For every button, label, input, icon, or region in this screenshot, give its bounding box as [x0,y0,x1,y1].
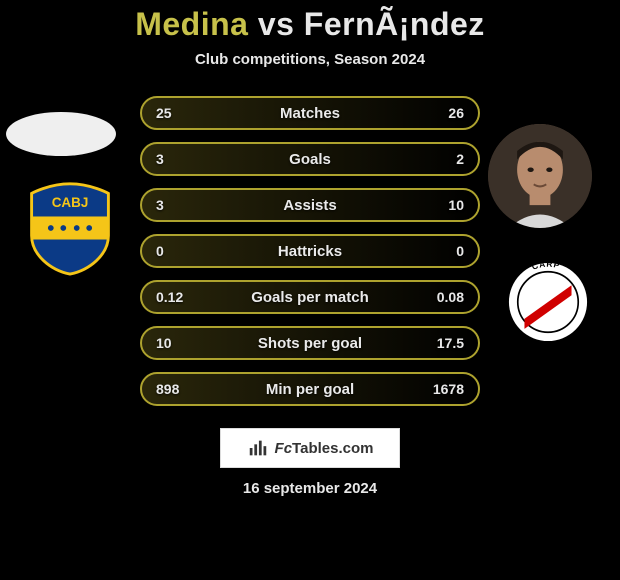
footer-date: 16 september 2024 [243,480,377,497]
stat-left: 10 [156,335,196,351]
stat-row-assists: 3 Assists 10 [140,188,480,222]
stat-row-goals: 3 Goals 2 [140,142,480,176]
player2-name: FernÃ¡ndez [304,6,485,42]
vs-label: vs [258,6,295,42]
stat-left: 25 [156,105,196,121]
stat-right: 0 [424,243,464,259]
stat-right: 10 [424,197,464,213]
comparison-card: Medina vs FernÃ¡ndez Club competitions, … [0,0,620,580]
stat-right: 26 [424,105,464,121]
player1-avatar [6,112,116,156]
club-badge-right: CARP [506,260,590,344]
stat-row-hattricks: 0 Hattricks 0 [140,234,480,268]
brand-prefix: Fc [275,440,293,457]
player1-name: Medina [135,6,248,42]
stat-left: 898 [156,381,196,397]
stat-right: 1678 [424,381,464,397]
stat-left: 0.12 [156,289,196,305]
brand-suffix: Tables.com [292,440,373,457]
stat-right: 2 [424,151,464,167]
stats-list: 25 Matches 26 3 Goals 2 3 Assists 10 0 H… [140,96,480,406]
source-badge: FcTables.com [220,428,400,468]
page-title: Medina vs FernÃ¡ndez [135,6,485,43]
stat-row-matches: 25 Matches 26 [140,96,480,130]
stat-row-shots-per-goal: 10 Shots per goal 17.5 [140,326,480,360]
subtitle: Club competitions, Season 2024 [195,51,425,68]
stat-left: 0 [156,243,196,259]
club-badge-left: CABJ [22,180,118,276]
badge-left-text: CABJ [52,195,89,210]
stat-left: 3 [156,197,196,213]
player2-avatar [488,124,592,228]
stat-row-goals-per-match: 0.12 Goals per match 0.08 [140,280,480,314]
chart-icon [247,437,269,459]
stat-right: 17.5 [424,335,464,351]
stat-left: 3 [156,151,196,167]
stat-row-min-per-goal: 898 Min per goal 1678 [140,372,480,406]
stat-right: 0.08 [424,289,464,305]
